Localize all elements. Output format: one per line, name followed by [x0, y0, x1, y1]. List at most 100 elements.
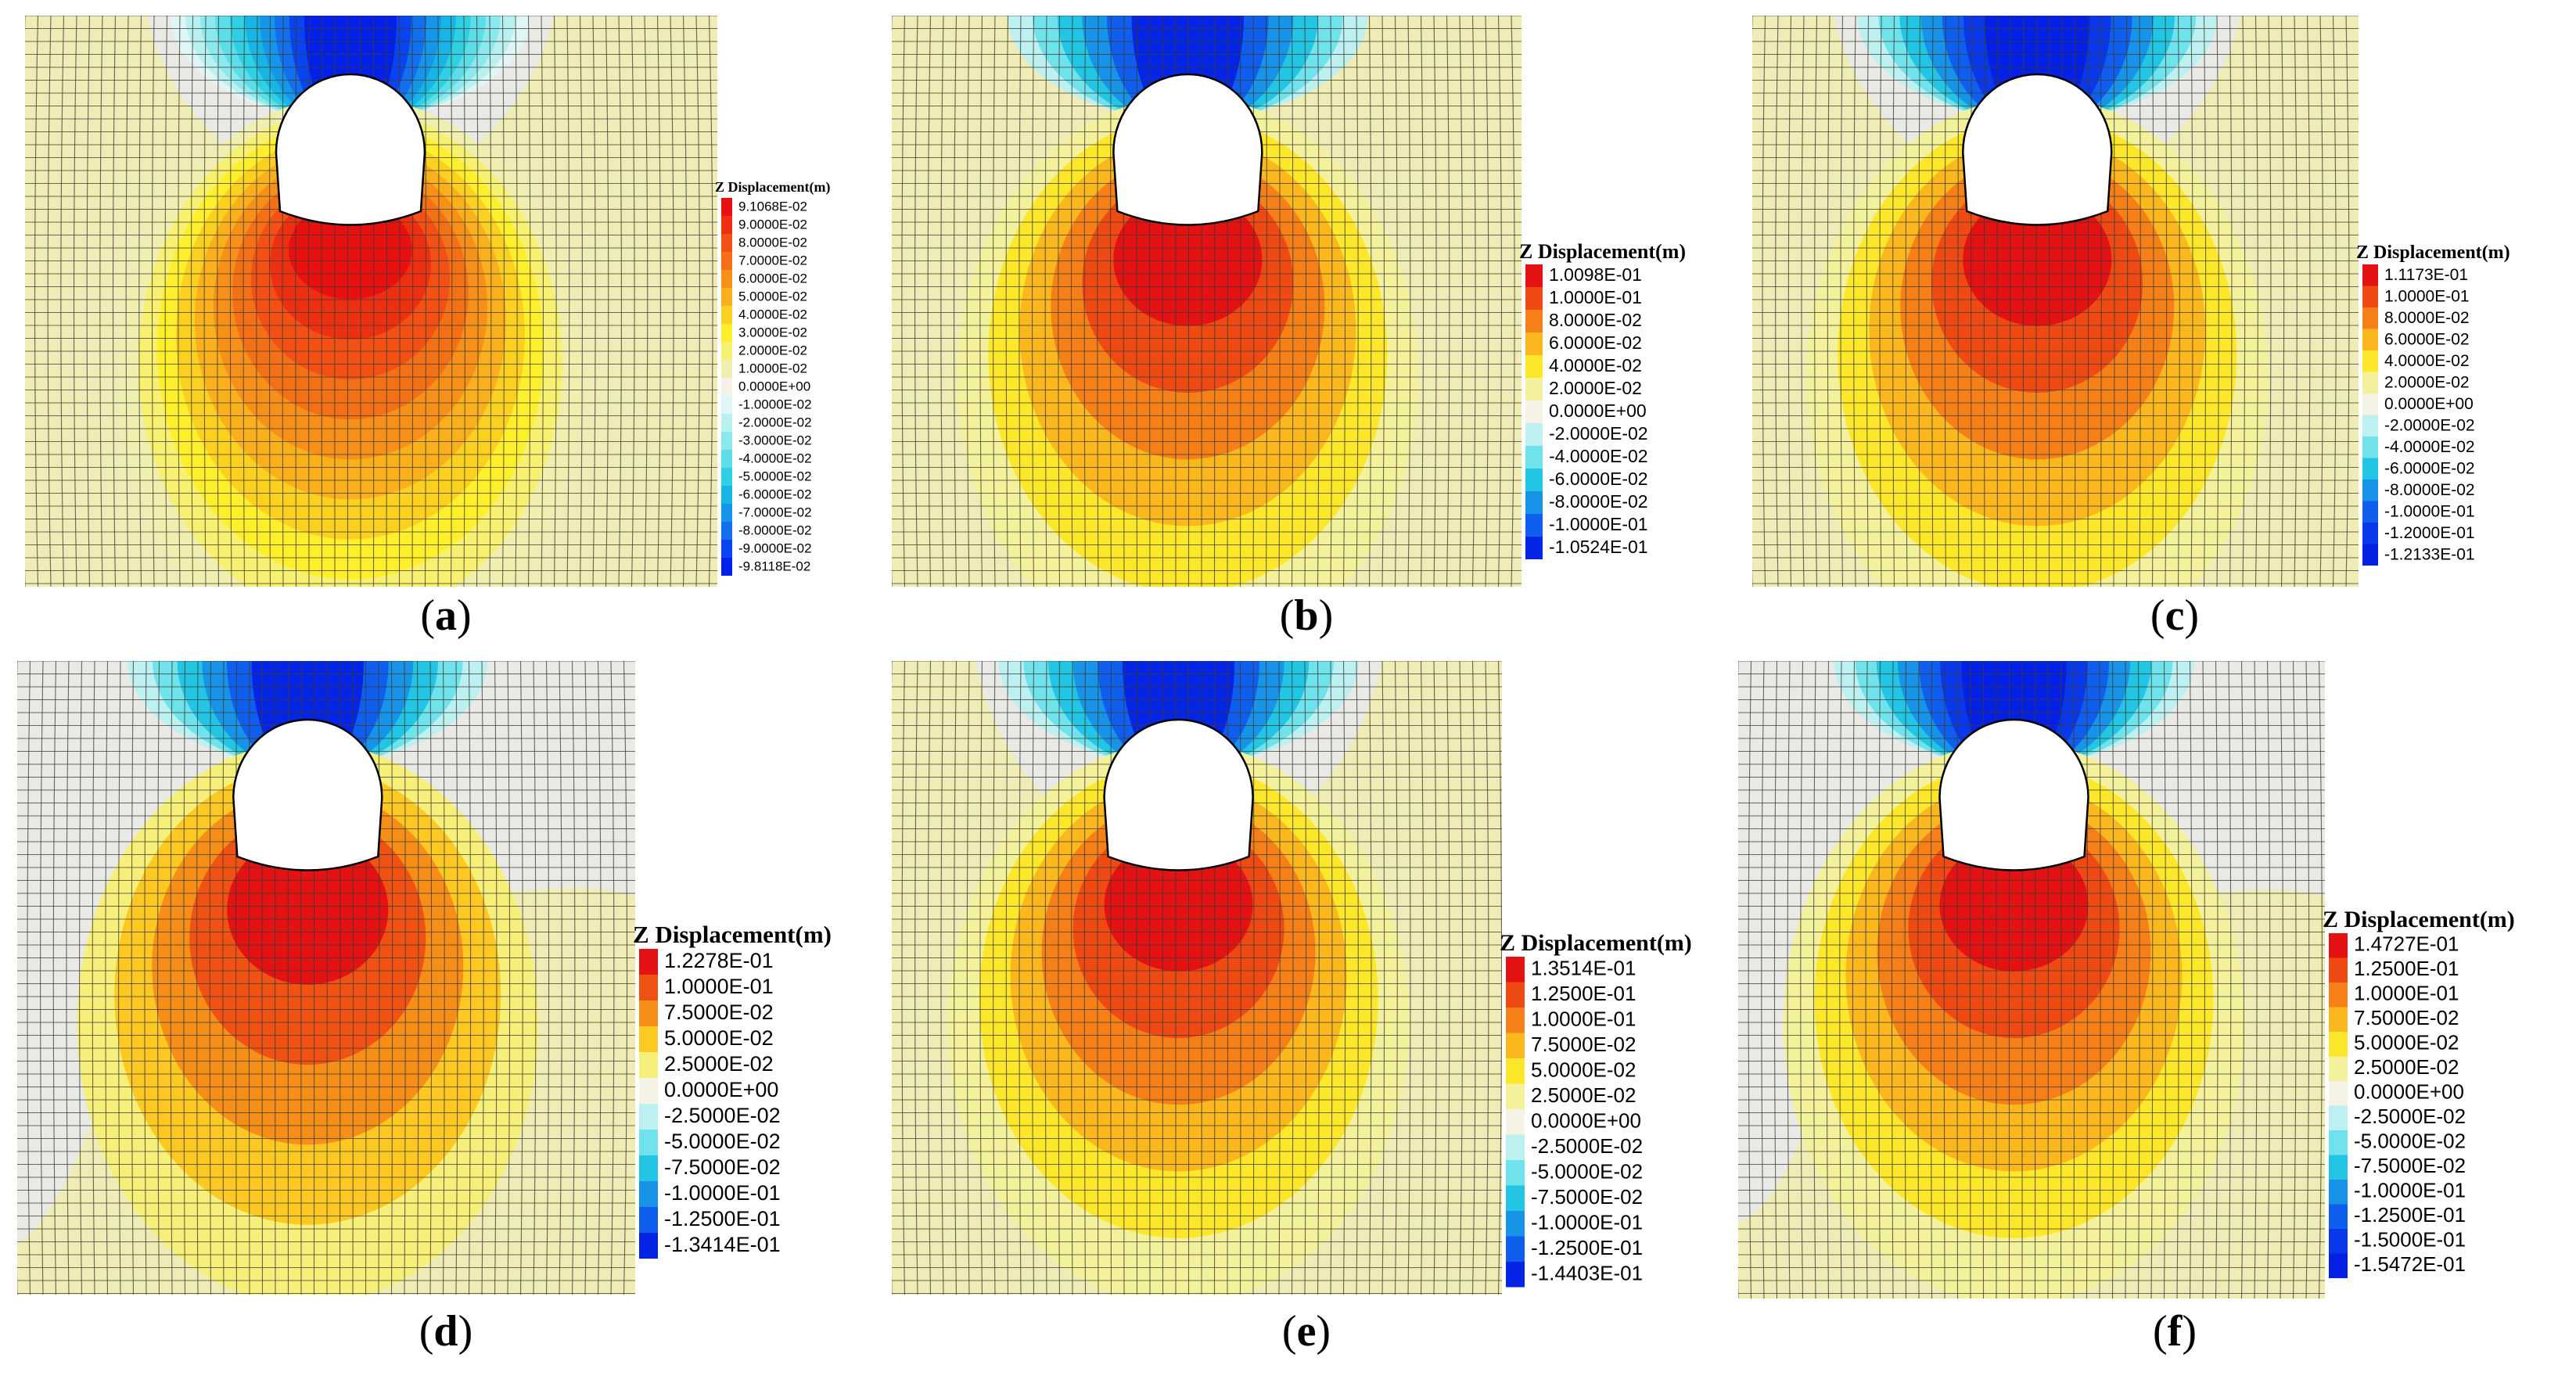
legend-swatch — [721, 252, 732, 270]
legend-label: 6.0000E-02 — [1549, 332, 1642, 353]
legend-label: 2.5000E-02 — [2354, 1055, 2459, 1079]
contour-plot-a: Z Displacement(m) 9.1068E-02 9.0000E-02 8.0… — [25, 16, 830, 587]
legend-swatch — [721, 234, 732, 252]
legend-swatch — [2329, 1229, 2348, 1254]
legend-swatch — [2329, 1056, 2348, 1081]
legend-swatch — [721, 414, 732, 432]
legend-label: 6.0000E-02 — [2384, 330, 2470, 348]
legend: Z Displacement(m) 1.1173E-01 1.0000E-01 8.0… — [2356, 242, 2510, 566]
contour-field — [892, 661, 1502, 1295]
legend-swatch — [721, 432, 732, 450]
legend-label: 2.0000E-02 — [2384, 373, 2470, 391]
legend-label: -1.2133E-01 — [2384, 545, 2475, 563]
legend-label: 2.0000E-02 — [1549, 378, 1642, 398]
legend-swatch — [721, 522, 732, 540]
legend-label: 1.0000E-01 — [664, 975, 774, 998]
legend-swatch — [2362, 286, 2378, 307]
legend-swatch — [721, 360, 732, 378]
legend-label: 1.3514E-01 — [1531, 956, 1636, 979]
legend-swatch — [1506, 957, 1525, 982]
legend-swatch — [1506, 1008, 1525, 1033]
tunnel-opening — [275, 73, 426, 226]
positive-band-5 — [1963, 192, 2112, 326]
legend-swatch — [2329, 1007, 2348, 1032]
legend-label: -1.0000E-01 — [2354, 1179, 2466, 1202]
legend-label: -9.8118E-02 — [738, 559, 810, 574]
legend-label: 0.0000E+00 — [1531, 1108, 1641, 1132]
legend-swatch — [639, 1000, 658, 1026]
legend-label: 0.0000E+00 — [2384, 395, 2474, 413]
legend-label: 3.0000E-02 — [738, 325, 807, 340]
contour-plot-b: Z Displacement(m)1.0098E-011.0000E-01 8.0… — [892, 16, 1686, 587]
legend-swatch — [1506, 1262, 1525, 1288]
positive-band-5 — [1104, 838, 1253, 972]
legend-swatch — [1506, 1160, 1525, 1186]
legend: Z Displacement(m)1.0098E-011.0000E-01 8.0… — [1519, 240, 1686, 559]
legend-label: -6.0000E-02 — [1549, 469, 1648, 489]
legend-title: Z Displacement(m) — [1519, 240, 1686, 263]
legend-swatch — [1525, 423, 1543, 446]
legend-label: 7.0000E-02 — [738, 253, 807, 268]
legend-swatch — [721, 396, 732, 414]
legend-swatch — [2362, 350, 2378, 372]
legend-swatch — [721, 324, 732, 342]
legend-label: -4.0000E-02 — [2384, 438, 2475, 456]
contour-field — [1752, 16, 2359, 587]
legend-label: 0.0000E+00 — [664, 1078, 778, 1101]
legend: Z Displacement(m)1.2278E-01 1.0000E-017.5… — [633, 921, 832, 1259]
legend-swatch — [1525, 355, 1543, 378]
panel-caption-a: (a) — [420, 591, 472, 640]
legend-swatch — [1506, 1134, 1525, 1160]
legend-label: -2.5000E-02 — [1531, 1134, 1643, 1158]
legend-swatch — [721, 270, 732, 288]
legend-swatch — [639, 1052, 658, 1078]
legend-label: -1.3414E-01 — [664, 1233, 781, 1256]
legend-swatch — [1506, 1236, 1525, 1262]
legend-swatch — [721, 540, 732, 558]
legend-label: -2.0000E-02 — [738, 415, 812, 430]
legend-label: -9.0000E-02 — [738, 541, 812, 556]
legend-swatch — [2329, 957, 2348, 982]
legend-label: 1.2500E-01 — [2354, 957, 2459, 980]
legend-label: 1.0000E-02 — [738, 361, 807, 376]
legend-swatch — [1506, 1033, 1525, 1058]
legend-swatch — [1525, 332, 1543, 355]
legend-swatch — [2362, 480, 2378, 501]
legend-label: 1.2278E-01 — [664, 949, 774, 972]
legend-label: 4.0000E-02 — [2384, 352, 2470, 370]
legend-swatch — [2362, 307, 2378, 329]
legend-label: 4.0000E-02 — [738, 307, 807, 322]
legend-swatch — [2329, 1253, 2348, 1278]
legend-label: 5.0000E-02 — [664, 1026, 774, 1050]
contour-field — [892, 16, 1522, 587]
legend-label: -1.0000E-02 — [738, 397, 812, 412]
legend-label: -8.0000E-02 — [2384, 481, 2475, 499]
legend-label: -7.5000E-02 — [664, 1155, 781, 1179]
legend-label: 2.5000E-02 — [664, 1052, 774, 1076]
legend-label: -2.0000E-02 — [2384, 416, 2475, 434]
legend-label: -2.0000E-02 — [1549, 423, 1648, 444]
legend-label: 2.5000E-02 — [1531, 1083, 1636, 1107]
legend-label: 1.0000E-01 — [2354, 982, 2459, 1005]
legend-swatch — [639, 1026, 658, 1052]
legend-swatch — [2329, 933, 2348, 958]
legend-label: 1.2500E-01 — [1531, 982, 1636, 1005]
legend-label: -1.2500E-01 — [1531, 1236, 1643, 1259]
tunnel-opening — [1961, 73, 2113, 226]
contour-plot-c: Z Displacement(m) 1.1173E-01 1.0000E-01 8.0… — [1752, 16, 2510, 587]
legend-label: 7.5000E-02 — [664, 1000, 774, 1024]
legend-swatch — [2329, 1032, 2348, 1057]
legend-swatch — [2362, 264, 2378, 286]
legend-swatch — [2362, 544, 2378, 566]
legend-label: 2.0000E-02 — [738, 343, 807, 358]
legend-label: -1.0000E-01 — [1531, 1210, 1643, 1234]
legend-label: -2.5000E-02 — [2354, 1105, 2466, 1128]
legend-label: 5.0000E-02 — [2354, 1031, 2459, 1054]
legend-swatch — [2329, 1204, 2348, 1229]
contour-field — [1738, 661, 2325, 1299]
legend-label: 4.0000E-02 — [1549, 355, 1642, 375]
legend-swatch — [2362, 393, 2378, 415]
legend-label: 5.0000E-02 — [738, 289, 807, 304]
legend-title: Z Displacement(m) — [715, 179, 830, 196]
panel-caption-b: (b) — [1279, 591, 1334, 640]
